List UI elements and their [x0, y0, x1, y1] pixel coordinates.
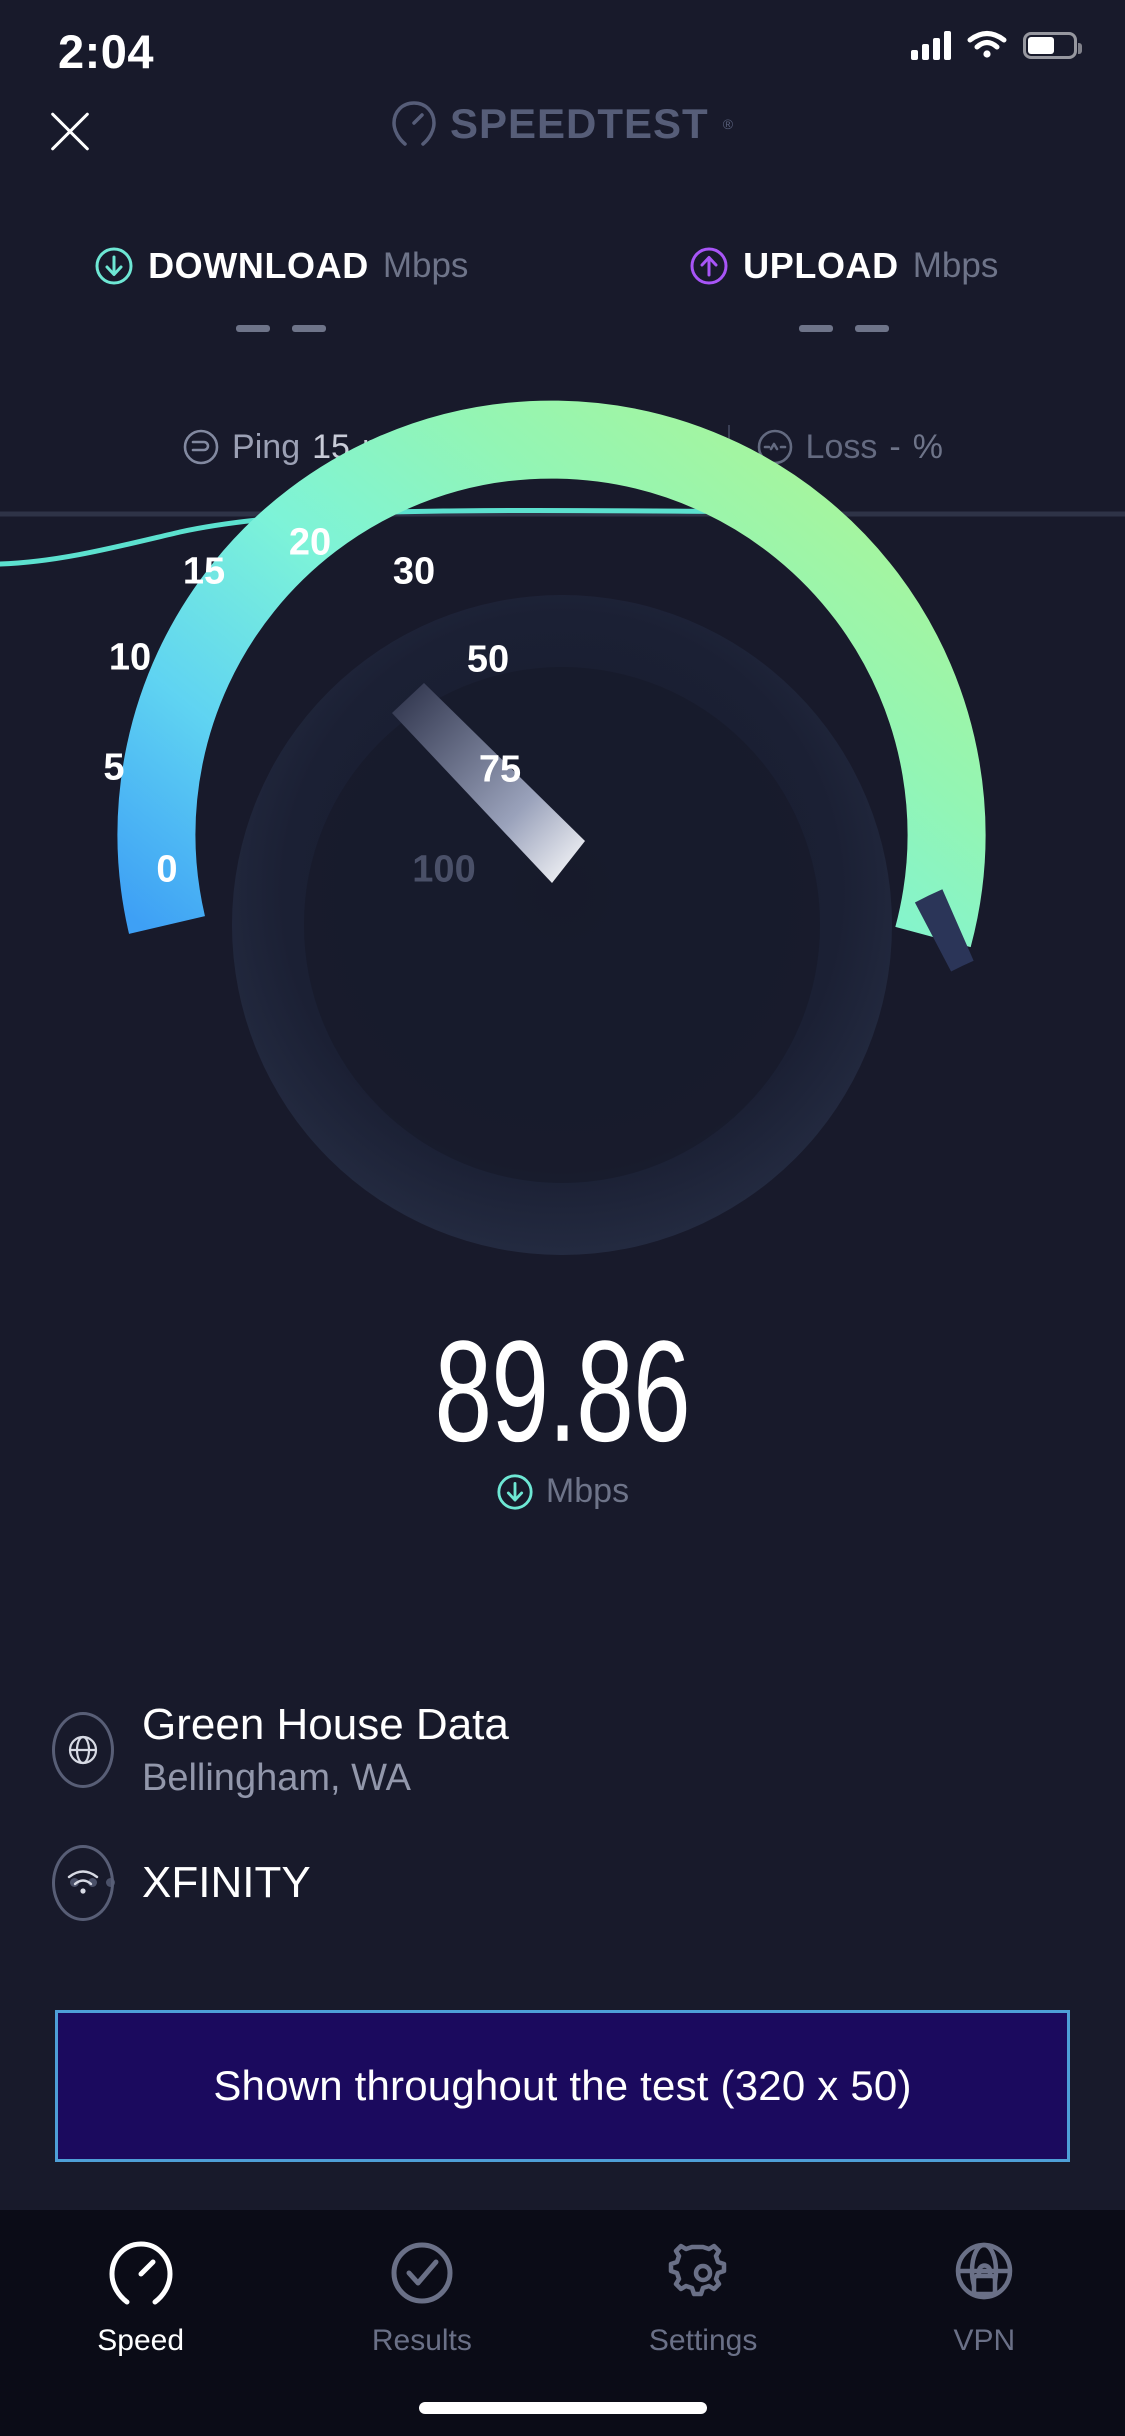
- ad-banner[interactable]: Shown throughout the test (320 x 50): [55, 2010, 1070, 2162]
- isp-row[interactable]: XFINITY: [52, 1845, 311, 1921]
- gauge-tick-0: 0: [156, 848, 178, 891]
- upload-value-placeholder: [563, 325, 1125, 332]
- brand-name: SPEEDTEST: [449, 100, 709, 147]
- isp-name: XFINITY: [142, 1857, 311, 1907]
- gear-icon: [668, 2243, 727, 2297]
- home-indicator[interactable]: [418, 2402, 707, 2414]
- status-bar-time: 2:04: [58, 25, 155, 78]
- loss-label: Loss: [805, 427, 878, 466]
- ad-banner-text: Shown throughout the test (320 x 50): [213, 2062, 912, 2109]
- globe-icon: [52, 1711, 114, 1788]
- speedometer-icon: [109, 2241, 173, 2305]
- bottom-tab-bar: Speed Results Settings VPN: [0, 2210, 1125, 2436]
- upload-label-group: UPLOAD Mbps: [563, 245, 1125, 287]
- wifi-ring-icon: [52, 1845, 114, 1921]
- gauge-tick-20: 20: [288, 521, 332, 564]
- speed-readout: 89.86 Mbps: [0, 1320, 1125, 1511]
- tab-speed-label: Speed: [97, 2324, 184, 2357]
- speed-unit-group: Mbps: [0, 1472, 1125, 1511]
- vpn-globe-lock-icon: [956, 2242, 1013, 2300]
- check-circle-icon: [391, 2242, 453, 2304]
- tab-speed[interactable]: Speed: [0, 2210, 281, 2436]
- gauge-tick-15: 15: [182, 550, 226, 593]
- download-value-placeholder: [0, 325, 563, 332]
- gauge-tick-10: 10: [108, 636, 152, 679]
- tab-settings-label: Settings: [648, 2324, 758, 2357]
- download-arrow-icon: [497, 1473, 533, 1510]
- gauge-tick-75: 75: [478, 748, 522, 791]
- download-arrow-icon: [95, 247, 133, 285]
- status-bar-indicators: [911, 30, 1082, 60]
- app-header: SPEEDTEST ®: [0, 100, 1125, 170]
- download-label-group: DOWNLOAD Mbps: [0, 245, 563, 287]
- gauge-tick-100: 100: [412, 848, 476, 891]
- gauge-tick-5: 5: [103, 746, 125, 789]
- download-label: DOWNLOAD: [148, 245, 369, 286]
- speed-gauge: 0 5 10 15 20 30 50 75 100: [52, 400, 1073, 1255]
- tab-vpn-label: VPN: [953, 2324, 1016, 2357]
- speedtest-gauge-icon: [392, 101, 436, 146]
- cellular-signal-icon: [911, 30, 951, 60]
- speed-values-row: [0, 325, 1125, 332]
- brand-lockup: SPEEDTEST ®: [0, 100, 1125, 148]
- upload-arrow-icon: [690, 247, 728, 285]
- tab-results[interactable]: Results: [281, 2210, 562, 2436]
- gauge-tick-30: 30: [392, 550, 436, 593]
- server-row[interactable]: Green House Data Bellingham, WA: [52, 1700, 509, 1800]
- tab-results-label: Results: [371, 2324, 472, 2357]
- loss-unit: %: [912, 427, 943, 466]
- status-bar: 2:04: [0, 0, 1125, 110]
- upload-label: UPLOAD: [743, 245, 899, 286]
- speed-value: 89.86: [434, 1311, 691, 1473]
- tab-vpn[interactable]: VPN: [844, 2210, 1125, 2436]
- battery-icon: [1023, 31, 1082, 59]
- loss-value: -: [889, 427, 901, 466]
- server-name: Green House Data: [142, 1700, 509, 1749]
- brand-trademark: ®: [722, 116, 734, 132]
- gauge-tick-50: 50: [466, 638, 510, 681]
- download-unit: Mbps: [382, 246, 469, 285]
- ping-label: Ping: [232, 427, 301, 466]
- upload-unit: Mbps: [912, 246, 999, 285]
- wifi-icon: [967, 31, 1007, 58]
- ping-icon: [183, 429, 219, 465]
- speed-unit: Mbps: [545, 1472, 630, 1510]
- speed-labels-row: DOWNLOAD Mbps UPLOAD Mbps: [0, 245, 1125, 287]
- server-location: Bellingham, WA: [142, 1756, 411, 1799]
- tab-settings[interactable]: Settings: [563, 2210, 844, 2436]
